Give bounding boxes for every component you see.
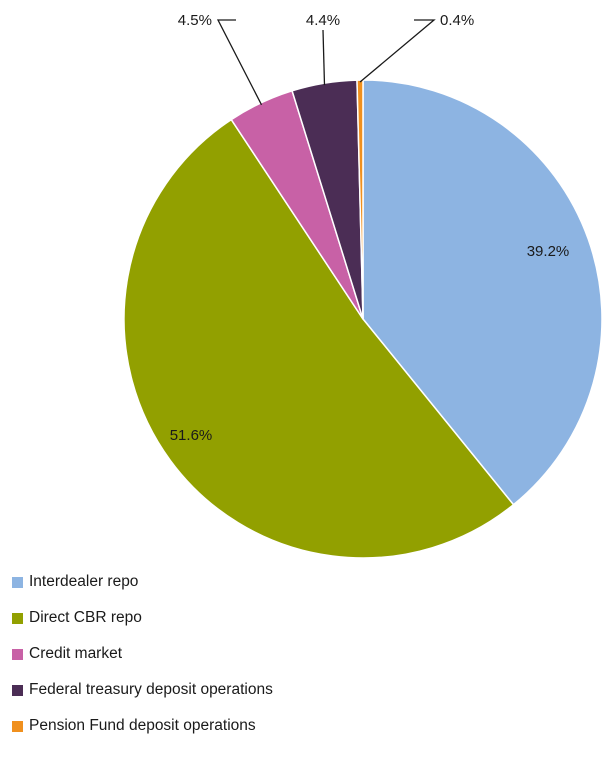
legend-swatch <box>12 648 23 660</box>
legend-item-federal-treasury: Federal treasury deposit operations <box>12 680 273 700</box>
value-labels: 39.2% 51.6% 4.5% 4.4% 0.4% <box>170 12 570 444</box>
value-label-1: 51.6% <box>170 427 213 444</box>
legend-swatch <box>12 720 23 732</box>
legend-swatch <box>12 684 23 696</box>
legend-label: Federal treasury deposit operations <box>29 681 273 698</box>
pie-chart: 39.2% 51.6% 4.5% 4.4% 0.4% <box>123 12 603 559</box>
pie-slices <box>123 79 603 559</box>
legend-swatch <box>12 576 23 588</box>
legend-label: Credit market <box>29 645 123 662</box>
pie-slice-0 <box>362 79 603 506</box>
legend-item-interdealer-repo: Interdealer repo <box>12 572 273 592</box>
legend-item-credit-market: Credit market <box>12 644 273 664</box>
leader-lines <box>216 19 436 106</box>
legend-item-direct-cbr-repo: Direct CBR repo <box>12 608 273 628</box>
legend: Interdealer repo Direct CBR repo Credit … <box>12 572 273 752</box>
leader-line-4 <box>359 19 436 83</box>
value-label-2: 4.5% <box>178 12 212 29</box>
pie-slice-1 <box>123 118 515 559</box>
legend-swatch <box>12 612 23 624</box>
value-label-3: 4.4% <box>306 12 340 29</box>
value-label-4: 0.4% <box>440 12 474 29</box>
legend-label: Direct CBR repo <box>29 609 142 626</box>
legend-item-pension-fund: Pension Fund deposit operations <box>12 716 273 736</box>
legend-label: Interdealer repo <box>29 573 139 590</box>
leader-line-2 <box>216 19 263 106</box>
value-label-0: 39.2% <box>527 243 570 260</box>
legend-label: Pension Fund deposit operations <box>29 717 256 734</box>
leader-line-3 <box>322 29 326 86</box>
